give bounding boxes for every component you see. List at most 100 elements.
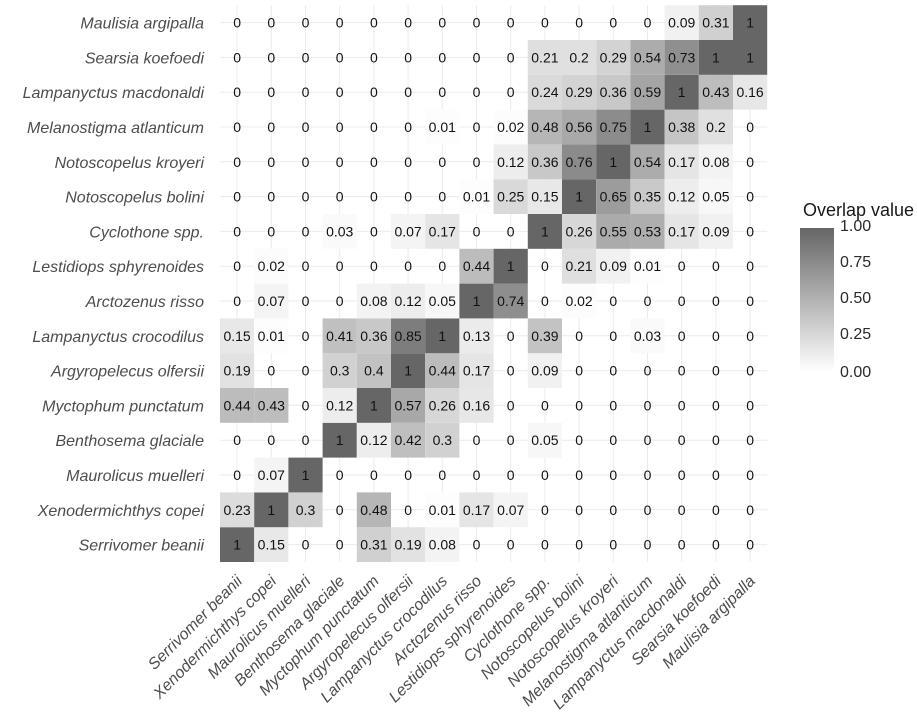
heatmap-cell: [527, 353, 562, 388]
cell-value-label: 0.09: [702, 223, 729, 239]
cell-value-label: 0: [267, 432, 275, 448]
cell-value-label: 0: [438, 189, 446, 205]
heatmap-cell: [254, 318, 289, 354]
cell-value-label: 0: [541, 537, 549, 553]
cell-value-label: 0: [541, 258, 549, 274]
cell-value-label: 0: [746, 223, 754, 239]
heatmap-cell: [391, 318, 426, 354]
cell-value-label: 0: [712, 502, 720, 518]
cell-value-label: 1: [438, 328, 446, 344]
heatmap-cell: [254, 527, 289, 562]
cell-value-label: 0.29: [600, 49, 627, 65]
cell-value-label: 0: [644, 467, 652, 483]
cell-value-label: 0: [746, 467, 754, 483]
heatmap-cell: [288, 457, 323, 493]
cell-value-label: 0: [473, 432, 481, 448]
cell-value-label: 0.3: [433, 432, 453, 448]
cell-value-label: 0: [746, 537, 754, 553]
cell-value-label: 0: [302, 84, 310, 100]
cell-value-label: 0.19: [223, 363, 250, 379]
heatmap-cell: [733, 40, 768, 75]
heatmap-cell: [391, 353, 426, 388]
heatmap-cell: [425, 422, 460, 458]
cell-value-label: 0: [302, 537, 310, 553]
cell-value-label: 0: [678, 328, 686, 344]
cell-value-label: 0.08: [702, 154, 729, 170]
cell-value-label: 0: [404, 258, 412, 274]
heatmap-cell: [220, 388, 255, 423]
heatmap-cell: [356, 492, 391, 528]
heatmap-cell: [391, 283, 426, 319]
cell-value-label: 0: [302, 363, 310, 379]
cell-value-label: 1: [609, 154, 617, 170]
cell-value-label: 0: [609, 328, 617, 344]
heatmap-cell: [493, 492, 528, 528]
heatmap-cell: [596, 109, 631, 145]
legend-title: Overlap value: [803, 200, 915, 220]
heatmap-cell: [527, 109, 562, 145]
cell-value-label: 0.02: [565, 293, 592, 309]
cell-value-label: 0: [507, 15, 515, 31]
cell-value-label: 0: [336, 15, 344, 31]
heatmap-cell: [562, 74, 597, 110]
cell-value-label: 0: [712, 537, 720, 553]
heatmap-cell: [596, 74, 631, 110]
cell-value-label: 0: [438, 84, 446, 100]
cell-value-label: 0.09: [600, 258, 627, 274]
cell-value-label: 1: [644, 119, 652, 135]
heatmap-cell: [596, 179, 631, 214]
cell-value-label: 0.13: [463, 328, 490, 344]
cell-value-label: 0: [233, 223, 241, 239]
heatmap-cell: [425, 353, 460, 388]
heatmap-cell: [322, 318, 357, 354]
cell-value-label: 0.56: [565, 119, 592, 135]
cell-value-label: 0.01: [634, 258, 661, 274]
cell-value-label: 0: [233, 467, 241, 483]
cell-value-label: 0: [678, 363, 686, 379]
cell-value-label: 0: [267, 119, 275, 135]
cell-value-label: 0.44: [463, 258, 490, 274]
cell-value-label: 0: [746, 502, 754, 518]
cell-value-label: 0.17: [668, 154, 695, 170]
heatmap-cell: [664, 74, 699, 110]
cell-value-label: 0: [712, 397, 720, 413]
cell-value-label: 0: [644, 15, 652, 31]
cell-value-label: 0: [541, 502, 549, 518]
heatmap-cell: [391, 388, 426, 423]
heatmap-cell: [220, 353, 255, 388]
cell-value-label: 1: [336, 432, 344, 448]
cell-value-label: 0.07: [258, 467, 285, 483]
cell-value-label: 0.01: [463, 189, 490, 205]
cell-value-label: 0: [507, 223, 515, 239]
y-axis-tick-label: Lampanyctus crocodilus: [32, 329, 204, 346]
cell-value-label: 0: [267, 223, 275, 239]
heatmap-cell: [562, 248, 597, 284]
cell-value-label: 0.01: [429, 119, 456, 135]
cell-value-label: 0: [302, 293, 310, 309]
cell-value-label: 0.44: [223, 397, 250, 413]
cell-value-label: 0: [370, 15, 378, 31]
cell-value-label: 0: [644, 502, 652, 518]
cell-value-label: 0: [507, 363, 515, 379]
heatmap-cell: [562, 144, 597, 180]
heatmap-cell: [254, 283, 289, 319]
heatmap-cell: [254, 457, 289, 493]
heatmap-cell: [425, 283, 460, 319]
heatmap-cell: [630, 214, 665, 249]
y-axis-tick-label: Arctozenus risso: [85, 294, 204, 311]
cell-value-label: 0: [404, 189, 412, 205]
cell-value-label: 0: [302, 397, 310, 413]
cell-value-label: 0.25: [497, 189, 524, 205]
cell-value-label: 0.01: [258, 328, 285, 344]
cell-value-label: 0: [233, 293, 241, 309]
cell-value-label: 0.16: [736, 84, 763, 100]
y-axis-tick-label: Melanostigma atlanticum: [27, 120, 204, 137]
heatmap-cell: [527, 422, 562, 458]
cell-value-label: 0: [267, 363, 275, 379]
cell-value-label: 0.03: [326, 223, 353, 239]
cell-value-label: 0.17: [463, 502, 490, 518]
cell-value-label: 0: [370, 119, 378, 135]
cell-value-label: 0: [404, 154, 412, 170]
cell-value-label: 0.07: [258, 293, 285, 309]
